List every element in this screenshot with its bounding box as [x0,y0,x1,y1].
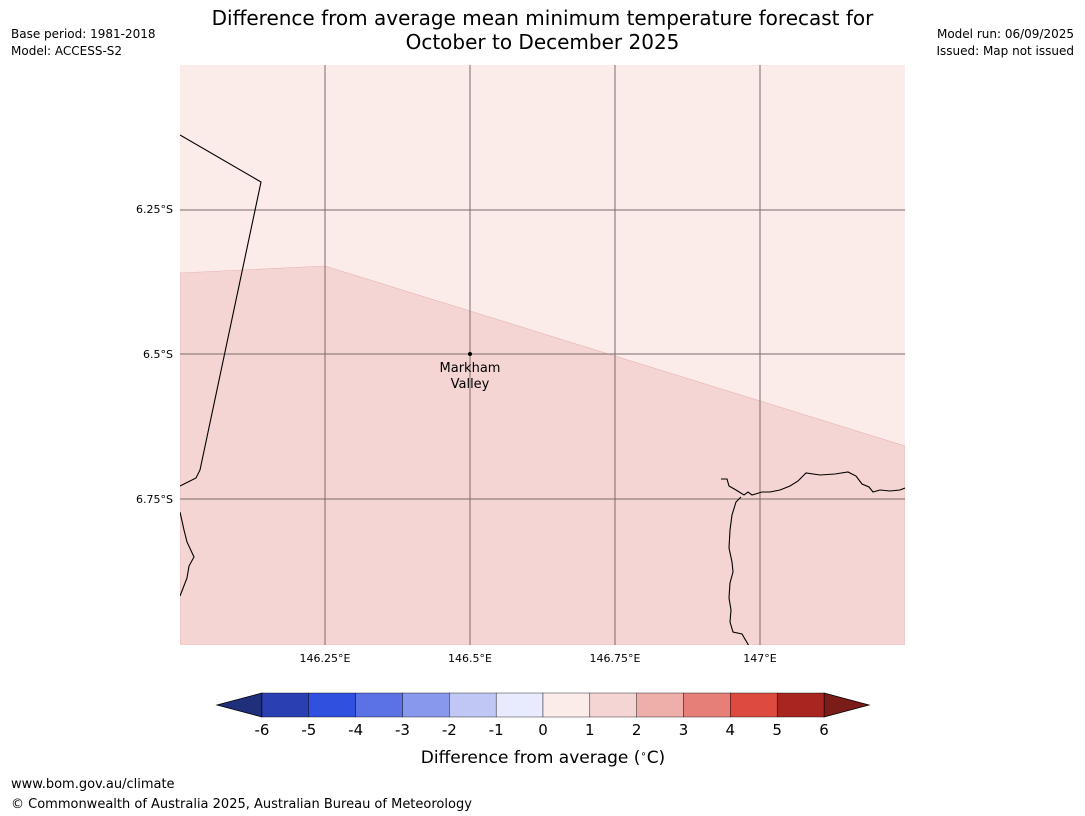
map-title: Difference from average mean minimum tem… [180,6,905,54]
colorbar-cell [495,692,544,718]
colorbar-cell [776,692,825,718]
colorbar-tick-label: 3 [679,721,689,739]
place-markham-valley[interactable]: Markham Valley [440,352,501,392]
model-text: Model: ACCESS-S2 [11,44,123,58]
anomaly-region-1-to-2 [180,265,905,645]
lon-tick-label: 146.25°E [300,652,351,665]
colorbar-cell [355,692,403,718]
place-dot [468,352,472,356]
colorbar-cell [449,692,497,718]
colorbar-cell [402,692,450,718]
colorbar-cell [261,692,310,718]
colorbar-tick-label: 2 [632,721,642,739]
colorbar-tick-label: -3 [395,721,410,739]
meta-left: Base period: 1981-2018 Model: ACCESS-S2 [11,26,156,60]
lat-tick-label: 6.5°S [143,348,173,361]
coastline-west [180,511,195,597]
colorbar-tick-label: -1 [489,721,504,739]
model-run-text: Model run: 06/09/2025 [936,27,1074,41]
colorbar-tick-label: 4 [726,721,736,739]
title-line-2: October to December 2025 [405,30,680,54]
colorbar-tick-label: -6 [255,721,270,739]
longitude-labels: 146.25°E 146.5°E 146.75°E 147°E [300,652,777,665]
meta-right: Model run: 06/09/2025 Issued: Map not is… [936,26,1074,60]
colorbar-extend-low [215,692,263,718]
colorbar-cell [542,692,591,718]
lat-tick-label: 6.75°S [136,493,173,506]
colorbar-extend-high [823,692,871,718]
map-area[interactable]: Markham Valley [180,65,905,646]
footer: www.bom.gov.au/climate © Commonwealth of… [11,775,472,815]
colorbar-tick-labels: -6 -5 -4 -3 -2 -1 0 1 2 3 4 5 6 [255,721,829,739]
place-label-line-1: Markham [440,361,501,376]
colorbar-cell [589,692,637,718]
colorbar-cell [683,692,731,718]
latitude-labels: 6.25°S 6.5°S 6.75°S [136,203,173,506]
colorbar-tick-label: 1 [585,721,595,739]
lon-tick-label: 146.5°E [448,652,492,665]
lat-tick-label: 6.25°S [136,203,173,216]
river [728,496,750,645]
colorbar-tick-label: 5 [772,721,782,739]
website-link[interactable]: www.bom.gov.au/climate [11,777,175,792]
copyright-text: © Commonwealth of Australia 2025, Austra… [11,797,472,812]
colorbar-tick-label: -4 [348,721,363,739]
province-boundary [180,134,262,487]
colorbar-label: Difference from average (∘C) [421,748,665,768]
base-period-text: Base period: 1981-2018 [11,27,156,41]
colorbar-tick-label: -5 [301,721,316,739]
lon-tick-label: 147°E [743,652,776,665]
colorbar: -6 -5 -4 -3 -2 -1 0 1 2 3 4 5 6 Difference from aver… [215,692,871,768]
colorbar-cells [261,692,825,718]
title-line-1: Difference from average mean minimum tem… [211,6,874,30]
lon-tick-label: 146.75°E [590,652,641,665]
place-label-line-2: Valley [451,377,490,392]
colorbar-cell [730,692,778,718]
issued-text: Issued: Map not issued [936,44,1074,58]
graticule [180,65,905,645]
colorbar-cell [308,692,356,718]
coastline-east [721,471,905,496]
coastlines-and-boundaries [180,134,905,645]
colorbar-cell [636,692,684,718]
colorbar-tick-label: 6 [819,721,829,739]
colorbar-tick-label: -2 [442,721,457,739]
colorbar-tick-label: 0 [538,721,548,739]
